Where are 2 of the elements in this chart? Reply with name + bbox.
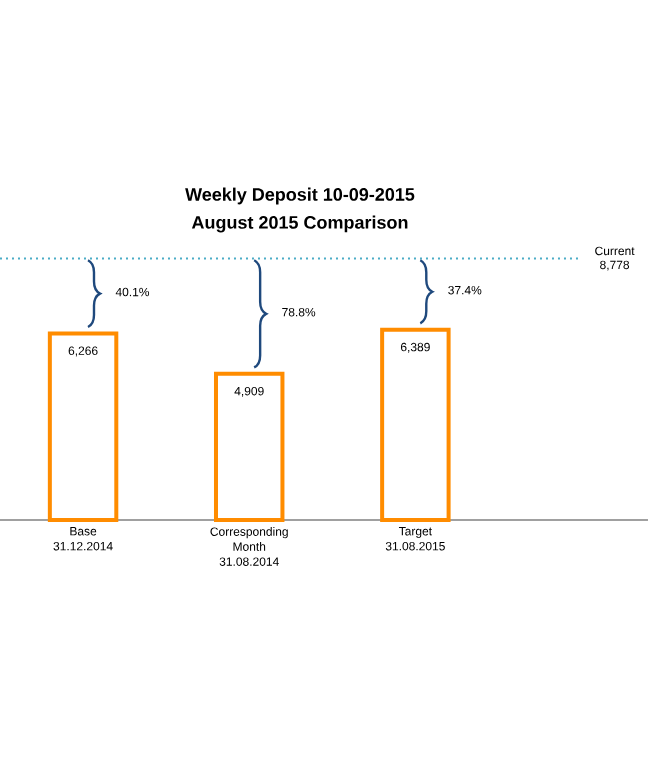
- chart-subtitle: August 2015 Comparison: [191, 215, 408, 233]
- chart-title: Weekly Deposit 10-09-2015: [185, 187, 415, 205]
